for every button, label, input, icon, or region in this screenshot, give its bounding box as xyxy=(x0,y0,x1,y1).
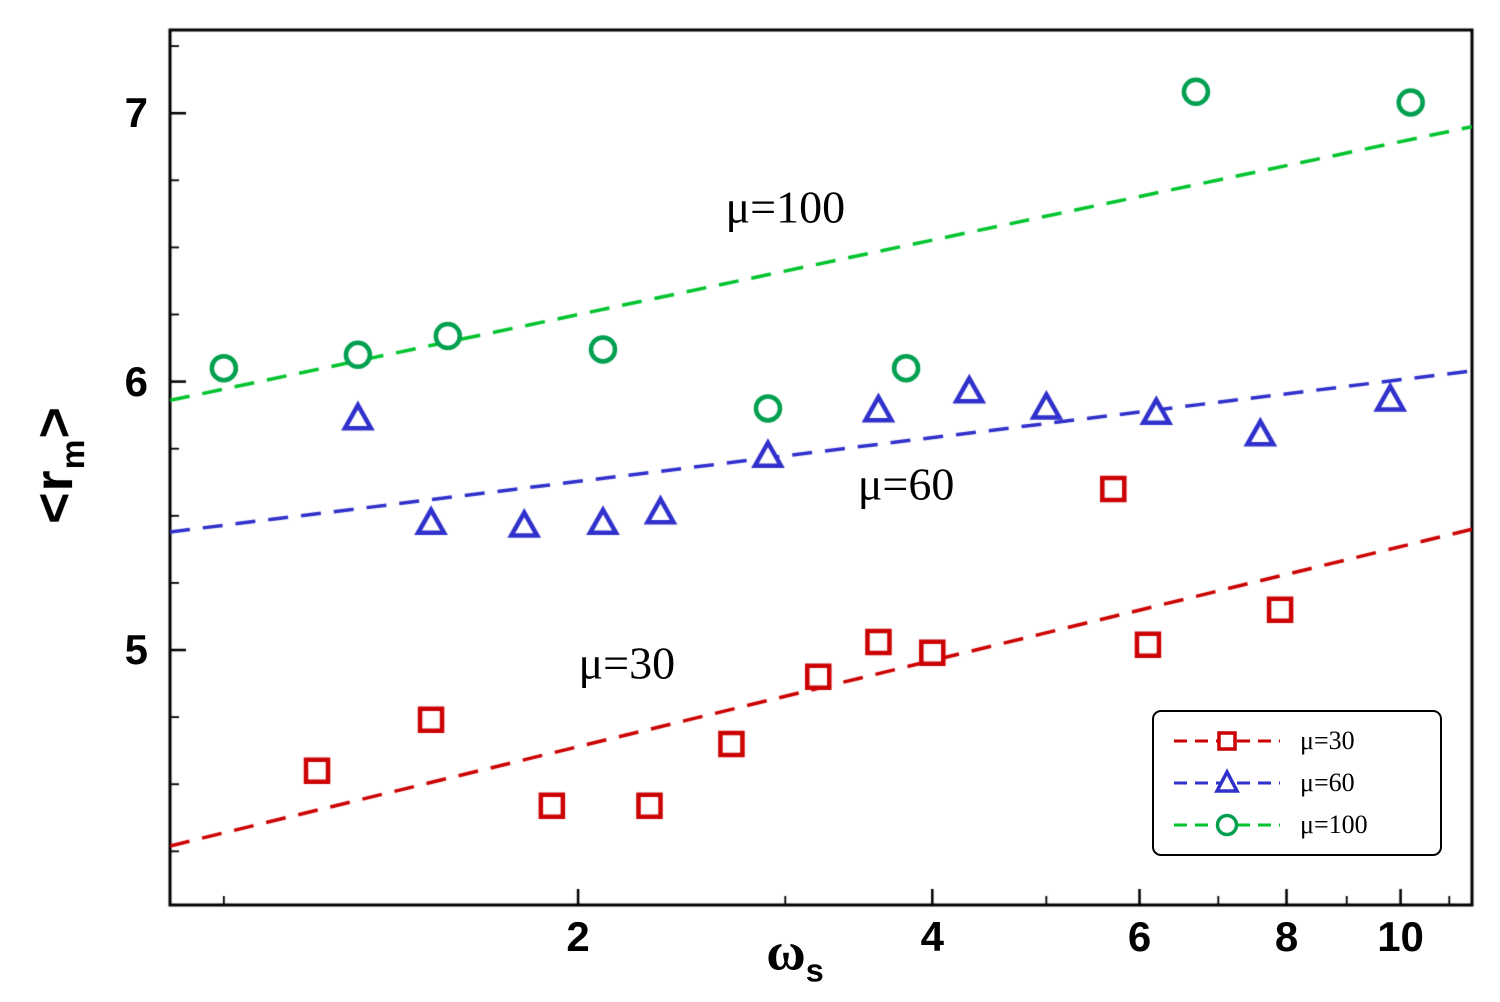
x-axis-title-main: ω xyxy=(766,921,806,982)
legend-label-mu100: μ=100 xyxy=(1300,810,1368,839)
legend: μ=30 μ=60 μ=100 xyxy=(1152,710,1442,856)
y-axis-title: <rm> xyxy=(23,406,93,524)
y-axis-title-sub: m xyxy=(54,438,92,470)
y-tick-label-6: 6 xyxy=(124,357,148,405)
legend-row-mu60: μ=60 xyxy=(1172,766,1422,800)
legend-row-mu100: μ=100 xyxy=(1172,808,1422,842)
series-annotation-mu30: μ=30 xyxy=(578,637,676,689)
y-tick-label-5: 5 xyxy=(124,626,148,673)
legend-marker-mu60-icon xyxy=(1214,768,1240,793)
series-annotation-mu60: μ=60 xyxy=(857,458,955,510)
series-annotation-mu100: μ=100 xyxy=(725,181,846,233)
x-tick-label-10: 10 xyxy=(1377,913,1424,960)
legend-swatch-mu100-icon xyxy=(1174,813,1280,837)
x-tick-label-4: 4 xyxy=(920,913,944,960)
legend-marker-mu100-icon xyxy=(1215,813,1239,837)
x-axis-title: ωs xyxy=(766,921,824,990)
x-tick-label-6: 6 xyxy=(1127,913,1152,960)
x-tick-label-8: 8 xyxy=(1274,913,1299,960)
legend-swatch-mu30-icon xyxy=(1174,731,1280,751)
legend-row-mu30: μ=30 xyxy=(1172,724,1422,758)
legend-label-mu60: μ=60 xyxy=(1300,768,1355,797)
y-axis-title-pre: <r xyxy=(24,469,85,524)
x-axis-title-sub: s xyxy=(805,952,824,989)
x-tick-label-2: 2 xyxy=(566,913,590,960)
legend-label-mu30: μ=30 xyxy=(1300,726,1355,755)
legend-marker-mu30-icon xyxy=(1217,731,1237,751)
legend-swatch-mu60-icon xyxy=(1174,768,1280,793)
y-tick-label-7: 7 xyxy=(124,89,148,137)
y-axis-title-post: > xyxy=(24,406,85,439)
